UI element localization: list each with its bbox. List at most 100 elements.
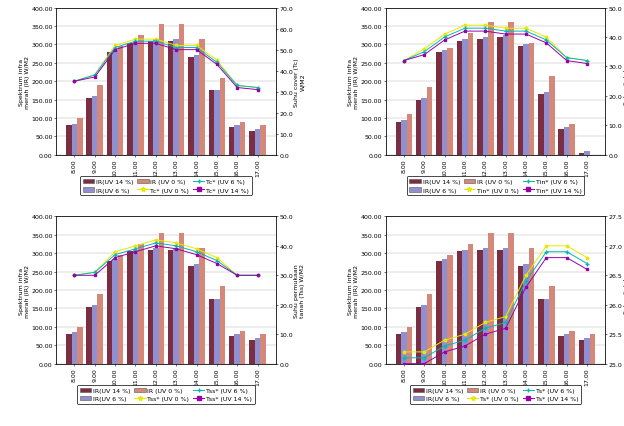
Bar [194,56,199,155]
Bar [92,97,97,155]
Bar [447,49,453,155]
Bar [538,299,544,364]
Bar [407,115,412,155]
Bar [503,248,509,364]
Bar [235,126,240,155]
Bar [529,43,534,155]
Bar [457,252,462,364]
Bar [544,299,549,364]
Bar [416,307,421,364]
Bar [421,98,427,155]
Bar [133,250,138,364]
Bar [188,266,194,364]
Bar [529,248,534,364]
Bar [436,53,442,155]
Bar [442,51,447,155]
Bar [477,250,482,364]
Bar [518,47,524,155]
Bar [229,128,235,155]
Bar [153,40,158,155]
Legend: IR(UV 14 %), IR(UV 6 %), IR (UV 0 %), Ts* (UV 0 %), Ts* (UV 6 %), Ts* (UV 14 %): IR(UV 14 %), IR(UV 6 %), IR (UV 0 %), Ts… [410,385,581,404]
Bar [467,34,473,155]
Bar [503,36,509,155]
Bar [590,334,595,364]
Bar [518,266,524,364]
Bar [208,299,214,364]
Bar [112,259,118,364]
Bar [260,334,266,364]
Bar [92,305,97,364]
Bar [488,23,494,155]
Bar [427,87,432,155]
Bar [579,340,584,364]
Bar [509,23,514,155]
Bar [436,261,442,364]
Bar [153,248,158,364]
Bar [112,51,118,155]
Bar [457,42,462,155]
Bar [564,128,570,155]
Bar [127,43,133,155]
Legend: IR(UV 14 %), IR(UV 6 %), IR (UV 0 %), Tin* (UV 0 %), Tin* (UV 6 %), Tin* (UV 14 : IR(UV 14 %), IR(UV 6 %), IR (UV 0 %), Ti… [407,177,584,196]
Bar [477,40,482,155]
Bar [509,233,514,364]
Bar [488,233,494,364]
Bar [240,122,245,155]
Bar [199,248,205,364]
Bar [208,91,214,155]
Bar [173,248,179,364]
Bar [107,261,112,364]
Bar [173,40,179,155]
Bar [407,327,412,364]
Bar [549,77,555,155]
Bar [482,38,488,155]
Bar [97,294,103,364]
Y-axis label: Spektrum infra
merah (IR) W/M2: Spektrum infra merah (IR) W/M2 [19,55,30,109]
Bar [168,42,173,155]
Bar [179,233,185,364]
Bar [220,287,225,364]
Bar [158,25,164,155]
Bar [497,250,503,364]
Bar [447,256,453,364]
Bar [549,287,555,364]
Bar [544,93,549,155]
Bar [255,130,260,155]
Bar [524,45,529,155]
Bar [255,338,260,364]
Bar [138,245,144,364]
Bar [558,336,564,364]
Bar [558,130,564,155]
Bar [240,331,245,364]
Bar [77,119,82,155]
Y-axis label: Spektrum infra
merah (IR) W/M2: Spektrum infra merah (IR) W/M2 [348,264,359,317]
Bar [194,265,199,364]
Bar [158,233,164,364]
Bar [87,98,92,155]
Bar [401,121,407,155]
Legend: IR(UV 14 %), IR(UV 6 %), IR (UV 0 %), Tss* (UV 0 %), Tss* (UV 6 %), Tss* (UV 14 : IR(UV 14 %), IR(UV 6 %), IR (UV 0 %), Ts… [77,385,255,404]
X-axis label: waktu: waktu [153,386,179,395]
Bar [570,124,575,155]
Bar [421,305,427,364]
Bar [72,333,77,364]
Bar [87,307,92,364]
Bar [260,126,266,155]
Legend: IR(UV 14 %), IR(UV 6 %), IR (UV 0 %), Tc* (UV 0 %), Tc* (UV 6 %), Tc* (UV 14 %): IR(UV 14 %), IR(UV 6 %), IR (UV 0 %), Tc… [80,177,251,196]
Bar [138,36,144,155]
Bar [442,259,447,364]
Y-axis label: Spektrum infra
merah (IR) W/M2: Spektrum infra merah (IR) W/M2 [19,264,30,317]
Bar [396,334,401,364]
Bar [118,256,124,364]
Bar [229,336,235,364]
Bar [570,331,575,364]
Bar [179,25,185,155]
Bar [188,58,194,155]
Bar [250,132,255,155]
Bar [147,42,153,155]
Bar [250,340,255,364]
Bar [127,252,133,364]
Bar [199,40,205,155]
Bar [214,91,220,155]
Bar [497,38,503,155]
